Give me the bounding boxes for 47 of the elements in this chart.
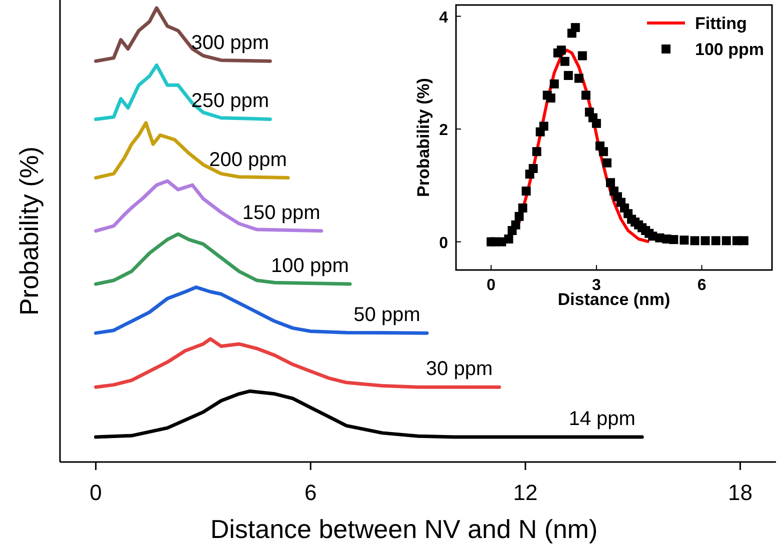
point	[739, 236, 748, 246]
series-label: 30 ppm	[426, 358, 493, 380]
point	[574, 74, 584, 83]
point	[722, 236, 731, 246]
point	[570, 23, 580, 32]
legend-label: 100 ppm	[695, 40, 764, 59]
point	[532, 147, 542, 156]
point	[581, 90, 590, 100]
series-label: 50 ppm	[354, 304, 420, 326]
x-axis-title: Distance between NV and N (nm)	[210, 514, 598, 544]
point	[669, 235, 678, 244]
y-axis-title: Probability (%)	[14, 146, 44, 316]
point	[598, 147, 608, 156]
point	[602, 158, 612, 168]
series-label: 100 ppm	[271, 255, 349, 278]
series-label: 200 ppm	[209, 148, 287, 171]
x-tick-label: 6	[697, 277, 706, 294]
point	[550, 79, 559, 88]
point	[522, 186, 531, 196]
point	[578, 51, 587, 60]
x-tick-label: 6	[304, 480, 317, 505]
point	[539, 122, 548, 131]
point	[528, 164, 538, 174]
legend-label: Fitting	[695, 14, 747, 33]
y-axis-title: Probability (%)	[414, 78, 433, 198]
point	[680, 236, 689, 245]
series-label: 300 ppm	[191, 32, 270, 54]
y-tick-label: 0	[439, 234, 448, 252]
series-label: 250 ppm	[191, 90, 270, 112]
x-tick-label: 12	[513, 480, 538, 505]
y-tick-label: 2	[439, 122, 448, 140]
point	[711, 236, 720, 246]
point	[556, 46, 566, 55]
x-tick-label: 0	[90, 480, 102, 505]
point	[592, 118, 601, 128]
y-tick-label: 4	[439, 9, 448, 26]
point	[546, 94, 556, 103]
point	[606, 178, 615, 188]
series-label: 150 ppm	[242, 202, 320, 224]
series-label: 14 ppm	[568, 408, 636, 430]
x-tick-label: 0	[486, 277, 496, 294]
point	[690, 236, 700, 246]
point	[564, 70, 573, 80]
point	[518, 203, 528, 212]
x-tick-label: 18	[728, 480, 752, 505]
point	[700, 236, 710, 246]
point	[560, 56, 570, 66]
